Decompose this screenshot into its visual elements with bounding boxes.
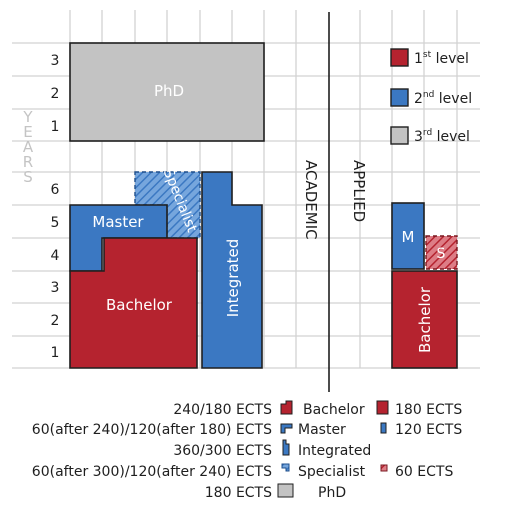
ects-applied-bachelor: 180 ECTS: [395, 402, 462, 418]
tick-upper-1: 1: [51, 119, 60, 135]
ects-integrated: 360/300 ECTS: [173, 443, 272, 459]
applied-master-label: M: [402, 228, 415, 246]
tick-lower-1: 1: [51, 345, 60, 361]
tick-lower-3: 3: [51, 280, 60, 296]
specialist-shape-icon: [281, 463, 290, 472]
bachelor-block: [69, 237, 198, 369]
tick-lower-5: 5: [51, 215, 60, 231]
integrated-shape-icon: [282, 439, 290, 456]
academic-label: ACADEMIC: [302, 160, 320, 240]
master-shape-icon: [280, 423, 293, 434]
level-1-swatch: [390, 48, 409, 67]
applied-specialist-block: [425, 235, 458, 270]
integrated-block: [201, 171, 263, 369]
legend-phd: PhD: [318, 485, 346, 501]
bachelor-label: Bachelor: [106, 296, 173, 314]
applied-master-block: [391, 202, 425, 270]
ects-phd: 180 ECTS: [205, 485, 272, 501]
ects-specialist: 60(after 300)/120(after 240) ECTS: [32, 464, 272, 480]
applied-bachelor-shape-icon: [376, 400, 389, 415]
tick-lower-4: 4: [51, 248, 60, 264]
integrated-label: Integrated: [224, 239, 242, 318]
legend-bachelor: Bachelor: [303, 402, 365, 418]
legend-specialist: Specialist: [298, 464, 366, 480]
tick-upper-2: 2: [51, 86, 60, 102]
tick-upper-3: 3: [51, 53, 60, 69]
phd-label: PhD: [154, 82, 184, 100]
phd-shape-icon: [277, 483, 294, 498]
legend-master: Master: [298, 422, 346, 438]
applied-label: APPLIED: [350, 160, 368, 222]
ects-legend: 240/180 ECTS Bachelor 180 ECTS 60(after …: [32, 400, 462, 501]
ects-bachelor: 240/180 ECTS: [173, 402, 272, 418]
level-3-label: 3rd level: [414, 128, 470, 145]
level-legend: 1st level 2nd level 3rd level: [390, 48, 472, 145]
level-3-swatch: [390, 126, 409, 145]
applied-master-shape-icon: [380, 422, 387, 434]
applied-bachelor-label: Bachelor: [416, 286, 434, 353]
ects-master: 60(after 240)/120(after 180) ECTS: [32, 422, 272, 438]
tick-lower-2: 2: [51, 313, 60, 329]
level-1-label: 1st level: [414, 50, 469, 67]
master-label: Master: [92, 213, 144, 231]
applied-bachelor-block: [391, 270, 458, 369]
level-2-swatch: [390, 88, 409, 107]
applied-specialist-shape-icon: [380, 464, 388, 472]
ects-applied-specialist: 60 ECTS: [395, 464, 453, 480]
level-2-label: 2nd level: [414, 90, 472, 107]
ects-applied-master: 120 ECTS: [395, 422, 462, 438]
bachelor-shape-icon: [280, 400, 293, 415]
legend-integrated: Integrated: [298, 443, 371, 459]
phd-block: [69, 42, 265, 142]
tick-lower-6: 6: [51, 182, 60, 198]
applied-specialist-label: S: [437, 246, 446, 262]
